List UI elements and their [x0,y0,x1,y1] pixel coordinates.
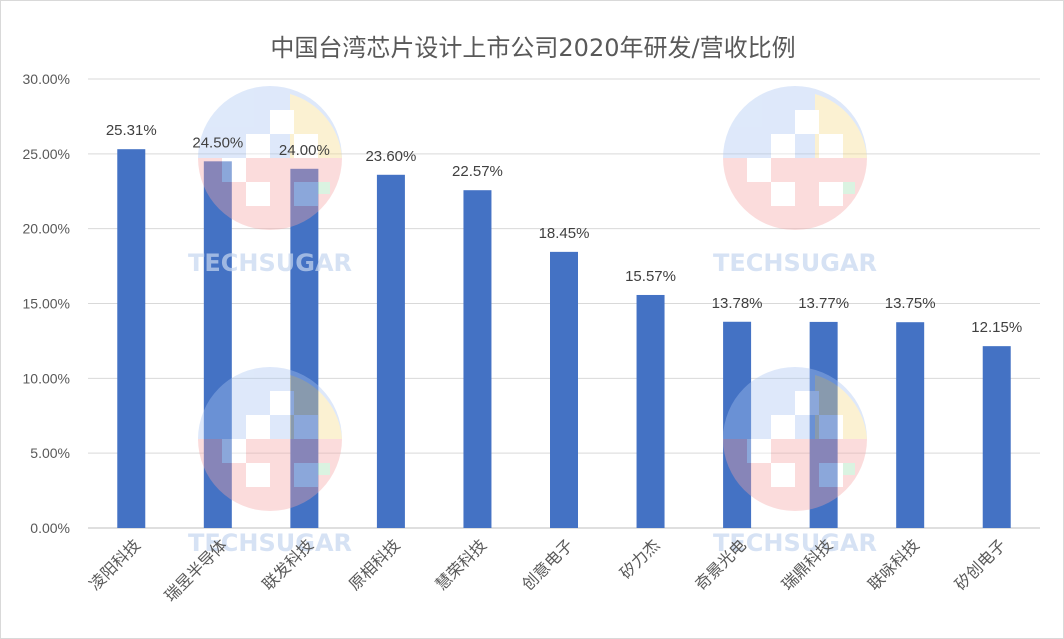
data-label: 24.50% [192,134,243,151]
data-label: 13.78% [712,295,763,312]
data-label: 18.45% [539,225,590,242]
y-tick-label: 0.00% [30,520,70,536]
bar [290,168,319,529]
x-category-label: 凌阳科技 [85,535,144,594]
data-label: 23.60% [365,148,416,165]
bars [117,149,1011,529]
bar [636,294,665,528]
watermark-logo-icon [723,367,867,511]
bar [376,174,405,528]
bar [550,251,578,529]
data-label: 15.57% [625,268,676,285]
data-label: 22.57% [452,163,503,180]
y-tick-label: 10.00% [23,370,70,386]
bar [982,346,1011,528]
watermark-logo-icon [198,367,342,511]
data-labels: 25.31% 24.50% 24.00% 23.60% 22.57% 18.45% 15.5… [106,122,1022,336]
watermark-text: TECHSUGAR [713,249,877,277]
watermark-logo-icon [198,86,342,230]
bar [809,321,838,528]
x-category-label: 矽创电子 [951,535,1010,594]
x-category-label: 原相科技 [345,535,404,594]
data-label: 12.15% [971,319,1022,336]
data-label: 13.77% [798,295,849,312]
data-label: 24.00% [279,142,330,159]
y-tick-label: 25.00% [23,146,70,162]
y-tick-label: 30.00% [23,71,70,87]
y-tick-label: 20.00% [23,221,70,237]
data-label: 13.75% [885,295,936,312]
watermark-logo-icon [723,86,867,230]
y-tick-label: 15.00% [23,296,70,312]
bar [723,321,752,528]
watermark-text: TECHSUGAR [188,529,352,557]
x-category-label: 创意电子 [518,535,577,594]
watermark-layer: TECHSUGAR TECHSUGAR TECHSUGAR TECHSUGAR [188,86,877,557]
bar [203,161,232,529]
x-category-label: 慧荣科技 [432,535,491,594]
data-label: 25.31% [106,122,157,139]
bar [896,322,925,528]
bar [463,190,492,528]
chart-title: 中国台湾芯片设计上市公司2020年研发/营收比例 [270,34,796,62]
y-axis-tick-labels: 0.00% 5.00% 10.00% 15.00% 20.00% 25.00% 30.00% [23,71,70,536]
y-tick-label: 5.00% [30,445,70,461]
watermark-text: TECHSUGAR [188,249,352,277]
watermark-text: TECHSUGAR [713,529,877,557]
bar [117,149,146,528]
x-category-label: 矽力杰 [616,535,663,582]
